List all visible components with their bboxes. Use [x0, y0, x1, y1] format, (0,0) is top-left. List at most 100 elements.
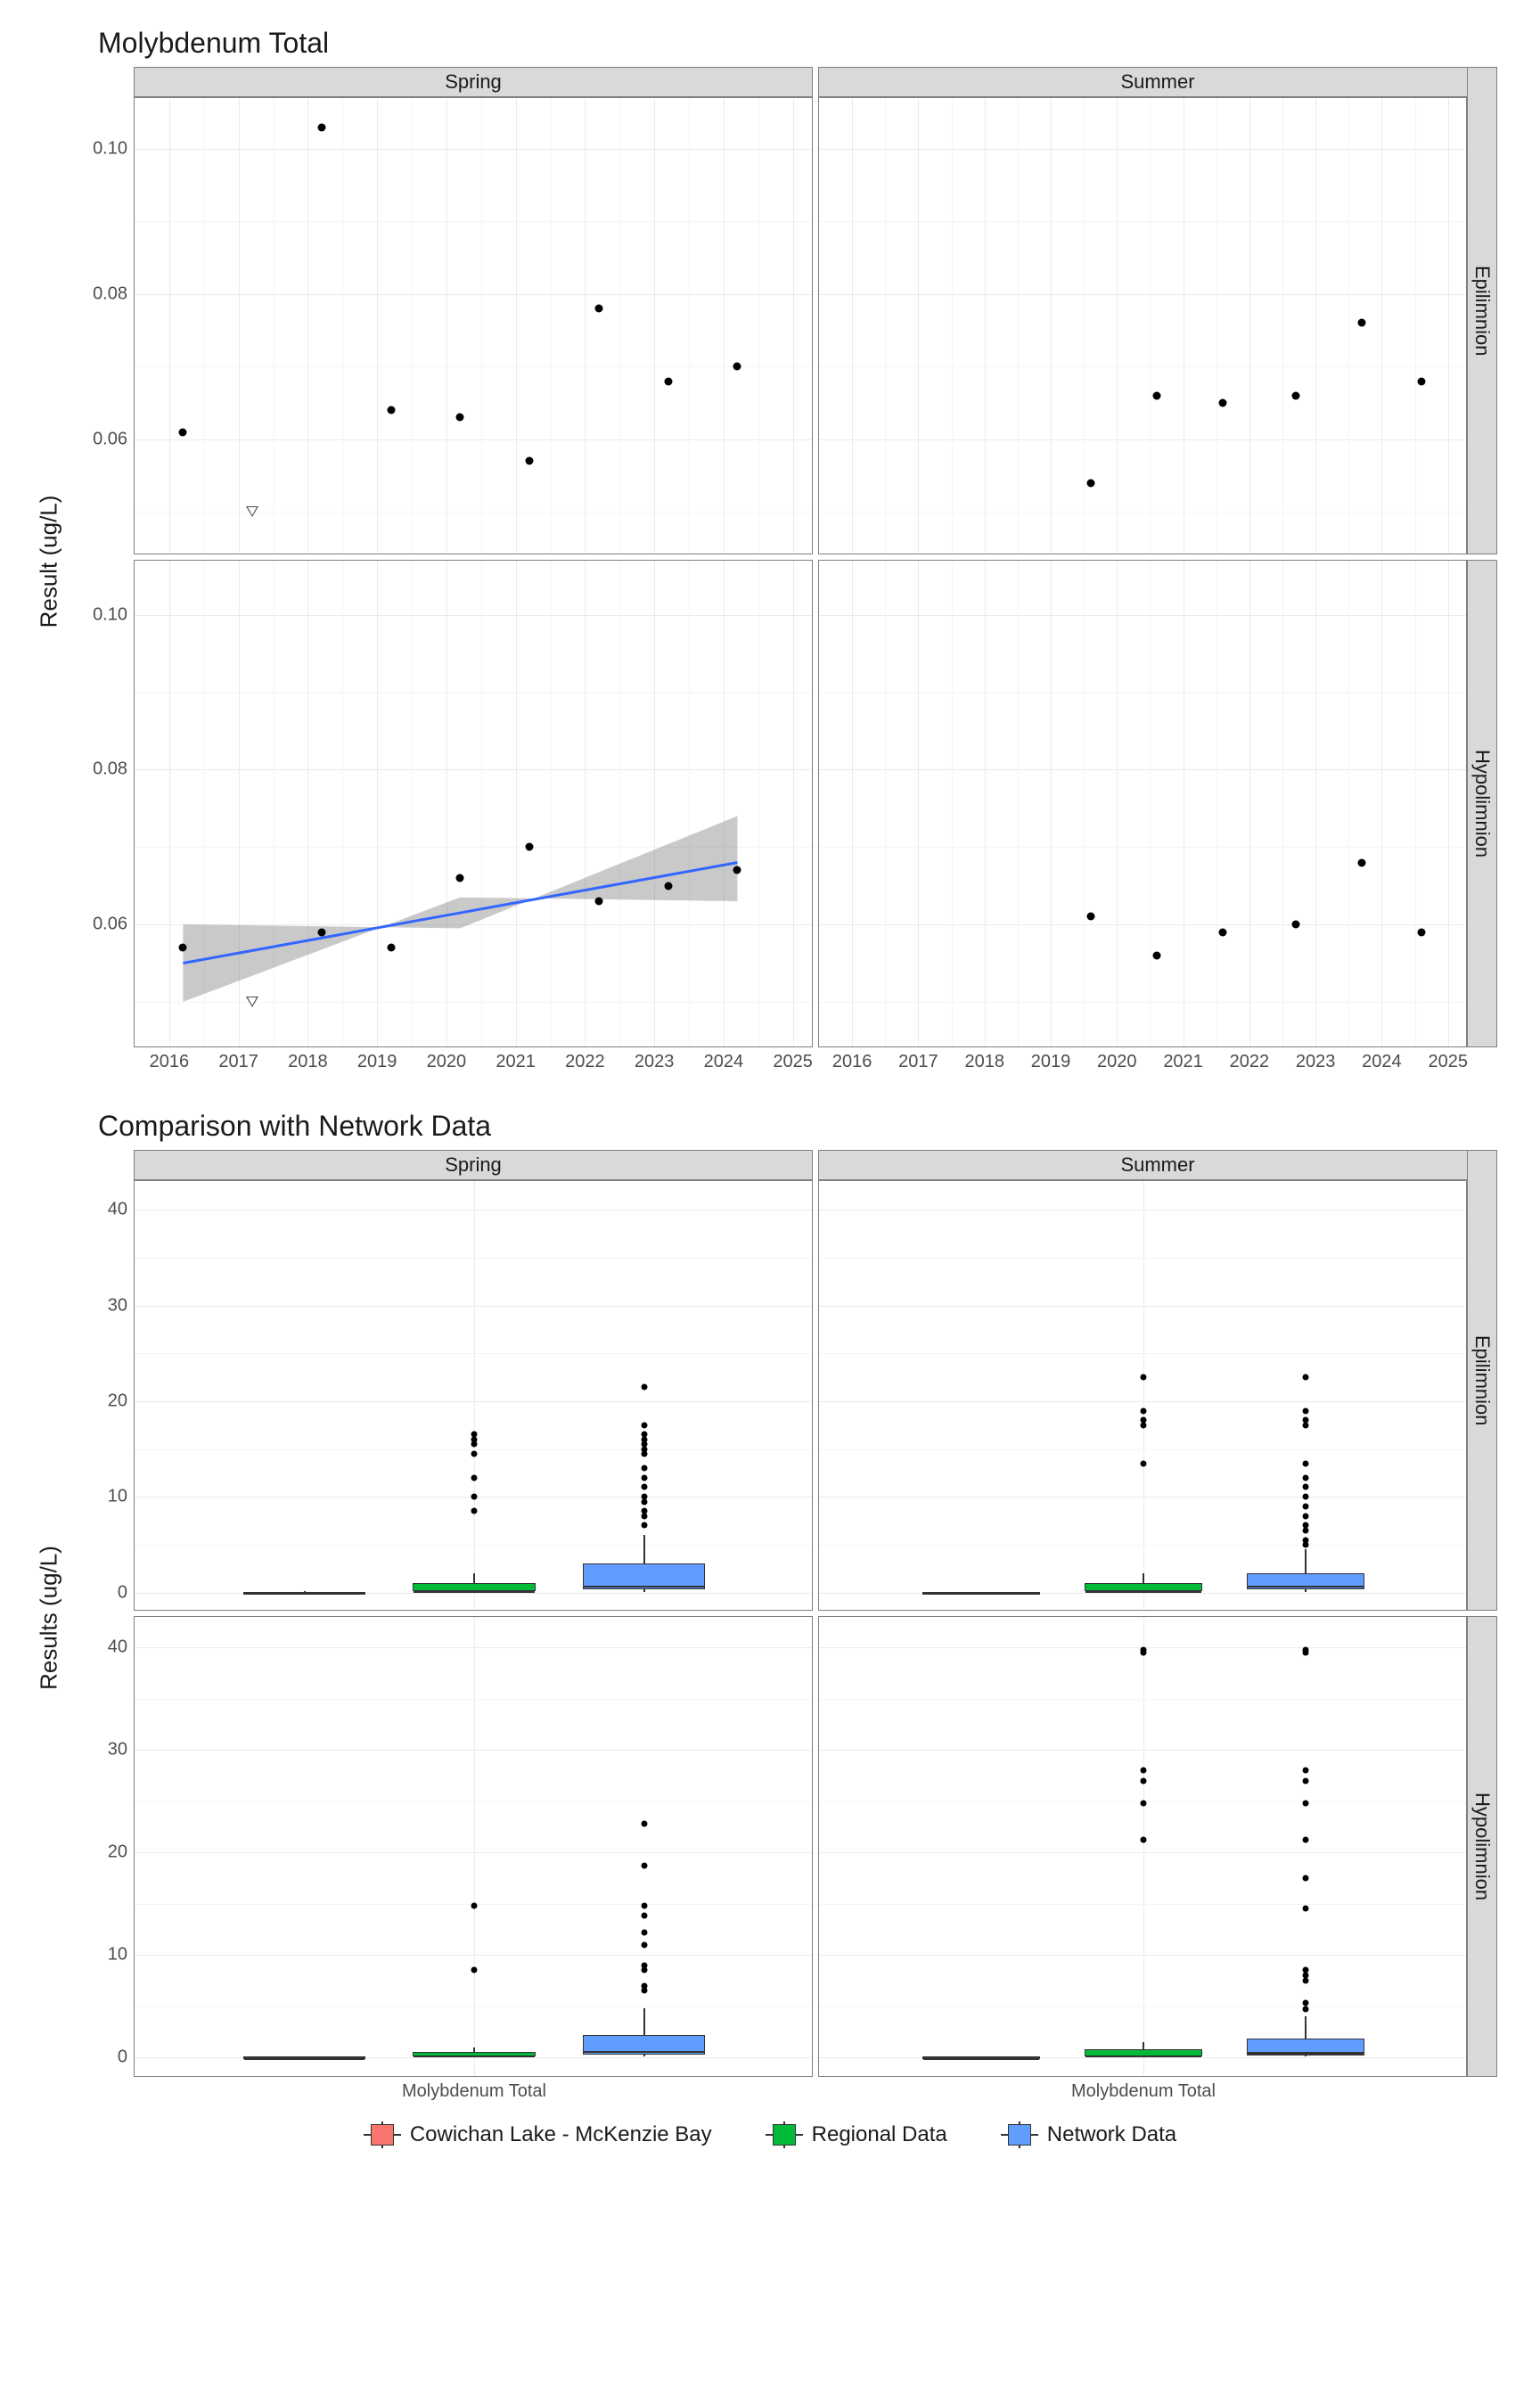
boxplot-box [1085, 2049, 1201, 2056]
outlier-point [1303, 1537, 1309, 1543]
facet-strip-top: Spring [134, 67, 813, 97]
chart2-panel: 010203040Molybdenum Total [134, 1616, 813, 2077]
outlier-point [1303, 1503, 1309, 1509]
outlier-point [641, 1432, 647, 1438]
y-tick-label: 0 [118, 1582, 135, 1603]
x-tick-label: 2018 [288, 1046, 328, 1072]
outlier-point [641, 1422, 647, 1428]
x-tick-label: 2018 [964, 1046, 1004, 1072]
data-point [1086, 913, 1094, 921]
outlier-point [1141, 1768, 1147, 1774]
outlier-point [1141, 1407, 1147, 1414]
x-tick-label: 2017 [898, 1046, 938, 1072]
data-point [594, 305, 602, 313]
legend-item-cowichan: Cowichan Lake - McKenzie Bay [364, 2121, 712, 2148]
outlier-point [1141, 1417, 1147, 1424]
outlier-point [1303, 2006, 1309, 2013]
boxplot-box [243, 2056, 365, 2059]
x-tick-label: 2020 [427, 1046, 467, 1072]
data-point [317, 928, 325, 936]
outlier-point [1303, 1906, 1309, 1912]
outlier-point [641, 1982, 647, 1989]
outlier-point [1141, 1646, 1147, 1653]
censored-point-icon [246, 997, 258, 1007]
outlier-point [641, 1941, 647, 1948]
boxplot-box [1247, 2039, 1364, 2055]
data-point [733, 866, 741, 874]
chart2-panel: HypolimnionMolybdenum Total [818, 1616, 1497, 2077]
y-tick-label: 0.10 [93, 604, 135, 625]
outlier-point [471, 1432, 478, 1438]
outlier-point [1141, 1777, 1147, 1784]
chart1-panel: SummerEpilimnion [818, 67, 1497, 554]
outlier-point [1141, 1374, 1147, 1381]
trend-line [135, 561, 814, 1048]
y-tick-label: 0 [118, 2047, 135, 2068]
data-point [1418, 377, 1426, 385]
outlier-point [641, 1465, 647, 1472]
x-tick-label: 2021 [1163, 1046, 1203, 1072]
y-tick-label: 20 [108, 1391, 135, 1411]
y-tick-label: 30 [108, 1740, 135, 1760]
outlier-point [641, 1508, 647, 1514]
y-tick-label: 40 [108, 1637, 135, 1658]
chart1-panel: Spring0.060.080.10 [134, 67, 813, 554]
chart2-panel: SummerEpilimnion [818, 1150, 1497, 1611]
chart2-y-axis-label: Results (ug/L) [36, 1546, 63, 1690]
legend-label: Regional Data [812, 2122, 947, 2147]
data-point [1418, 928, 1426, 936]
legend-item-regional: Regional Data [766, 2121, 947, 2148]
data-point [594, 898, 602, 906]
data-point [179, 428, 187, 436]
boxplot-box [583, 2035, 705, 2055]
y-tick-label: 0.08 [93, 283, 135, 304]
x-tick-label: 2019 [357, 1046, 397, 1072]
outlier-point [1303, 1513, 1309, 1519]
data-point [733, 363, 741, 371]
x-tick-label: 2022 [1230, 1046, 1270, 1072]
facet-strip-right: Hypolimnion [1467, 560, 1497, 1047]
data-point [456, 414, 464, 422]
data-point [1152, 951, 1160, 959]
outlier-point [1303, 1967, 1309, 1973]
facet-strip-right: Epilimnion [1467, 1150, 1497, 1611]
data-point [317, 123, 325, 131]
y-tick-label: 40 [108, 1200, 135, 1220]
facet-strip-top: Summer [818, 1150, 1497, 1180]
outlier-point [1303, 1417, 1309, 1424]
x-tick-label: 2022 [565, 1046, 605, 1072]
data-point [526, 843, 534, 851]
data-point [1152, 391, 1160, 399]
x-tick-label: 2025 [1428, 1046, 1468, 1072]
boxplot-box [243, 1592, 365, 1595]
chart1-y-axis-label: Result (ug/L) [36, 496, 63, 628]
plot-area: 0.060.080.10 [134, 97, 813, 554]
plot-area [818, 97, 1467, 554]
y-tick-label: 10 [108, 1487, 135, 1507]
censored-point-icon [246, 506, 258, 517]
outlier-point [641, 1863, 647, 1869]
facet-strip-top: Summer [818, 67, 1497, 97]
plot-area: 2016201720182019202020212022202320242025 [818, 560, 1467, 1047]
y-tick-label: 0.06 [93, 915, 135, 935]
outlier-point [1303, 1837, 1309, 1843]
x-tick-label: Molybdenum Total [402, 2076, 546, 2102]
boxplot-box [583, 1563, 705, 1589]
data-point [1219, 928, 1227, 936]
legend: Cowichan Lake - McKenzie Bay Regional Da… [36, 2121, 1504, 2148]
outlier-point [641, 1474, 647, 1481]
data-point [456, 874, 464, 882]
chart1-panel: Hypolimnion20162017201820192020202120222… [818, 560, 1497, 1047]
outlier-point [641, 1494, 647, 1500]
data-point [526, 457, 534, 465]
chart2-panel: Spring010203040 [134, 1150, 813, 1611]
x-tick-label: 2017 [218, 1046, 258, 1072]
facet-strip-top: Spring [134, 1150, 813, 1180]
outlier-point [1303, 1522, 1309, 1529]
x-tick-label: 2016 [832, 1046, 872, 1072]
x-tick-label: 2025 [773, 1046, 813, 1072]
data-point [1291, 921, 1299, 929]
outlier-point [1303, 1875, 1309, 1881]
boxplot-box [1085, 1583, 1201, 1592]
outlier-point [471, 1494, 478, 1500]
